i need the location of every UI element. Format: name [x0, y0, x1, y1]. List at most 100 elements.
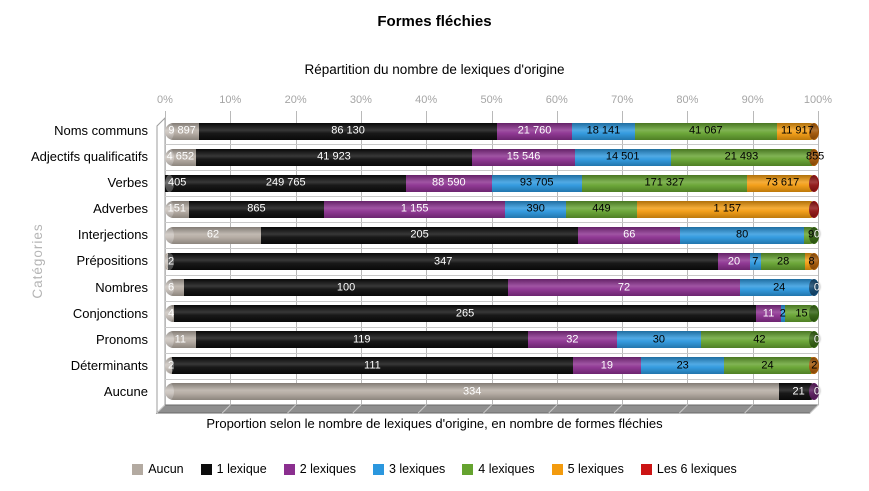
- bar-end-cap: [809, 174, 819, 192]
- bar-segment-lex2: 21 760: [496, 122, 573, 140]
- segment-value-label: 334: [462, 385, 482, 398]
- bar-segment-aucun: 9 897: [165, 122, 200, 140]
- x-axis-tick-label: 80%: [676, 94, 699, 106]
- bar-segment-aucun: 151: [165, 200, 189, 218]
- bar-segment-lex1: 205: [260, 226, 579, 244]
- bar-segment-lex4: 21 493: [670, 148, 813, 166]
- segment-value-label: 119: [352, 333, 371, 346]
- legend-swatch-icon: [283, 463, 295, 475]
- legend-item-lex4: 4 lexiques: [462, 462, 535, 476]
- bar-segment-lex4: 15: [784, 305, 818, 323]
- segment-value-label: 21 760: [517, 124, 552, 137]
- segment-value-label: 405: [168, 176, 187, 189]
- bar-segment-lex2: 19: [572, 357, 642, 375]
- segment-value-label: 151: [167, 202, 187, 215]
- legend-label: 4 lexiques: [478, 462, 535, 476]
- segment-value-label: 100: [336, 281, 356, 294]
- segment-value-label: 88 590: [431, 176, 466, 189]
- bar-segment-lex5: 11 917: [776, 122, 818, 140]
- grid-line-horizontal: [165, 248, 818, 250]
- bar-row: 2 111 19 23 24 2: [165, 357, 819, 375]
- segment-value-label: 11 917: [780, 124, 814, 137]
- grid-line-horizontal: [165, 222, 818, 224]
- bar-segment-lex5: 73 617: [746, 174, 818, 192]
- segment-value-label: 28: [776, 255, 790, 267]
- bar-row: 4 265 11 2 15: [165, 305, 819, 323]
- x-axis-tick-label: 50%: [480, 94, 503, 106]
- bar-segment-lex2: 88 590: [406, 174, 492, 192]
- segment-value-label: 18 141: [586, 124, 621, 137]
- segment-value-label: 2: [168, 359, 175, 372]
- bar-segment-lex1: 86 130: [199, 122, 497, 140]
- plot-area: 0% 10% 20% 30% 40% 50% 60% 70% 80% 90% 100% 9 897 86…: [157, 94, 832, 405]
- bar-end-zero-label: 0: [813, 228, 820, 241]
- x-axis-tick-label: 60%: [545, 94, 568, 106]
- category-label: Verbes: [107, 175, 148, 191]
- segment-value-label: 73 617: [765, 176, 800, 189]
- segment-value-label: 2: [168, 255, 175, 267]
- x-axis-tick-label: 30%: [349, 94, 372, 106]
- segment-value-label: 86 130: [331, 124, 365, 137]
- bar-row: 405 249 765 88 590 93 705 171 327 73 617: [165, 174, 819, 192]
- segment-value-label: 11: [174, 333, 187, 346]
- category-label: Pronoms: [95, 331, 148, 347]
- legend-swatch-icon: [132, 463, 144, 475]
- bar-end-zero-label: 0: [813, 281, 820, 294]
- legend-swatch-icon: [200, 463, 212, 475]
- legend-swatch-icon: [551, 463, 563, 475]
- bar-row: 2 347 20 7 28 8: [165, 253, 819, 270]
- grid-line-horizontal: [165, 378, 818, 380]
- segment-value-label: 24: [761, 359, 774, 372]
- x-axis-tick-label: 90%: [741, 94, 764, 106]
- legend-label: 2 lexiques: [299, 462, 356, 476]
- legend-swatch-icon: [640, 463, 652, 475]
- chart-subtitle: Répartition du nombre de lexiques d'orig…: [304, 62, 565, 77]
- bar-segment-lex3: 7: [749, 253, 761, 270]
- segment-value-label: 72: [617, 281, 631, 294]
- segment-value-label: 347: [433, 255, 453, 267]
- segment-value-label: 7: [752, 255, 759, 267]
- bar-segment-lex3: 93 705: [491, 174, 582, 192]
- bar-segment-aucun: 2: [165, 357, 175, 375]
- bar-segment-lex2: 20: [718, 253, 750, 270]
- segment-value-label: 93 705: [519, 176, 554, 189]
- x-axis-tick-label: 70%: [611, 94, 634, 106]
- segment-value-label: 21: [792, 385, 805, 398]
- category-label: Noms communs: [54, 123, 148, 138]
- category-label: Déterminants: [70, 357, 148, 373]
- segment-value-label: 390: [526, 202, 545, 215]
- category-label: Interjections: [77, 227, 148, 243]
- bar-segment-lex1: 347: [168, 253, 719, 270]
- grid-line-horizontal: [165, 326, 818, 328]
- bar-segment-lex2: 66: [578, 226, 681, 244]
- bar-segment-aucun: 4 652: [165, 148, 196, 166]
- segment-value-label: 449: [592, 202, 611, 215]
- bar-segment-lex1: 111: [172, 357, 573, 375]
- bar-end-cap: [809, 305, 819, 323]
- segment-value-label: 15: [795, 307, 808, 320]
- bar-segment-lex2: 15 546: [472, 148, 575, 166]
- bar-end-cap: [809, 200, 819, 218]
- bar-segment-lex3: 80: [680, 226, 805, 244]
- category-label: Prépositions: [76, 253, 148, 269]
- x-axis-tick-label: 40%: [415, 94, 438, 106]
- bar-segment-lex1: 249 765: [165, 174, 407, 192]
- segment-value-label: 249 765: [265, 176, 306, 189]
- segment-value-label: 171 327: [644, 176, 685, 189]
- bar-segment-aucun: 334: [165, 383, 780, 401]
- grid-line-horizontal: [165, 196, 818, 198]
- segment-value-label: 8: [808, 255, 815, 267]
- bar-segment-lex1: 41 923: [195, 148, 473, 166]
- bar-segment-lex3: 30: [617, 331, 701, 349]
- bar-segment-lex3: 23: [641, 357, 725, 375]
- segment-value-label: 855: [805, 150, 825, 163]
- legend-label: Aucun: [148, 462, 184, 476]
- segment-value-label: 62: [206, 228, 220, 241]
- bar-row: 11 119 32 30 42 0: [165, 331, 820, 349]
- bar-segment-lex3: 24: [740, 279, 818, 297]
- segment-value-label: 30: [652, 333, 666, 346]
- bar-segment-lex2: 11: [756, 305, 781, 323]
- bar-segment-lex3: 18 141: [572, 122, 635, 140]
- category-axis: Noms communs Adjectifs qualificatifs Verbe…: [0, 118, 150, 405]
- bar-row: 151 865 1 155 390 449 1 157: [165, 200, 819, 218]
